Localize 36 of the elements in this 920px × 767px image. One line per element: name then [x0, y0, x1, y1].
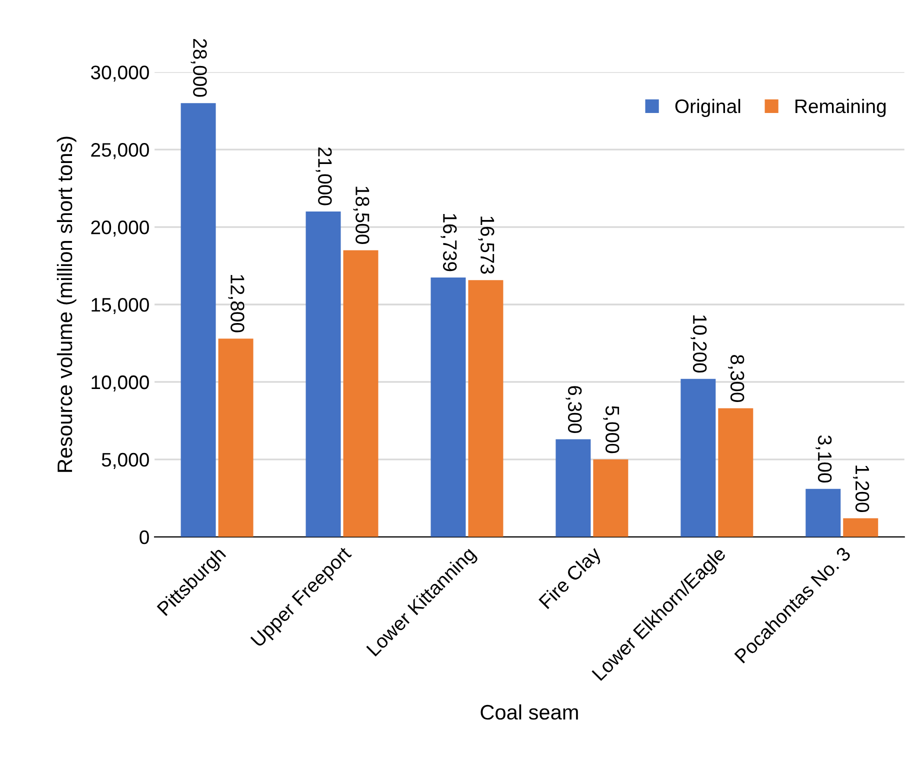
bar: [430, 278, 466, 537]
bar: [593, 459, 628, 537]
bar: [843, 518, 878, 537]
y-tick-label: 25,000: [91, 143, 149, 160]
legend-label: Remaining: [796, 98, 886, 118]
bar: [806, 488, 841, 537]
bar: [343, 250, 378, 537]
bar: [180, 103, 216, 537]
data-label: 21,000: [316, 147, 332, 206]
x-axis-title: Coal seam: [480, 704, 578, 720]
bar: [468, 280, 504, 537]
data-label: 1,200: [853, 466, 870, 512]
data-label: 6,300: [566, 386, 582, 433]
data-label: 18,500: [353, 186, 370, 244]
y-tick-label: 5,000: [102, 452, 149, 469]
data-label: 10,200: [690, 315, 707, 373]
bar: [556, 439, 591, 537]
data-label: 28,000: [190, 39, 207, 97]
y-tick-label: 15,000: [92, 298, 149, 314]
y-tick-label: 0: [140, 530, 149, 544]
data-label: 5,000: [603, 406, 620, 454]
bar: [306, 212, 341, 537]
data-label: 16,739: [440, 214, 457, 272]
y-tick-label: 30,000: [90, 66, 149, 82]
bar: [680, 378, 716, 537]
bar: [718, 408, 754, 537]
data-label: 16,573: [478, 216, 494, 274]
y-axis-title: Resource volume (million short tons): [56, 136, 76, 472]
data-label: 3,100: [816, 435, 832, 483]
data-label: 12,800: [228, 275, 244, 332]
y-tick-label: 20,000: [91, 220, 149, 237]
x-tick-label: Fire Clay: [538, 545, 605, 612]
bar: [218, 338, 254, 537]
y-tick-label: 10,000: [92, 375, 149, 392]
legend-label: Original: [675, 98, 740, 118]
data-label: 8,300: [728, 354, 744, 402]
